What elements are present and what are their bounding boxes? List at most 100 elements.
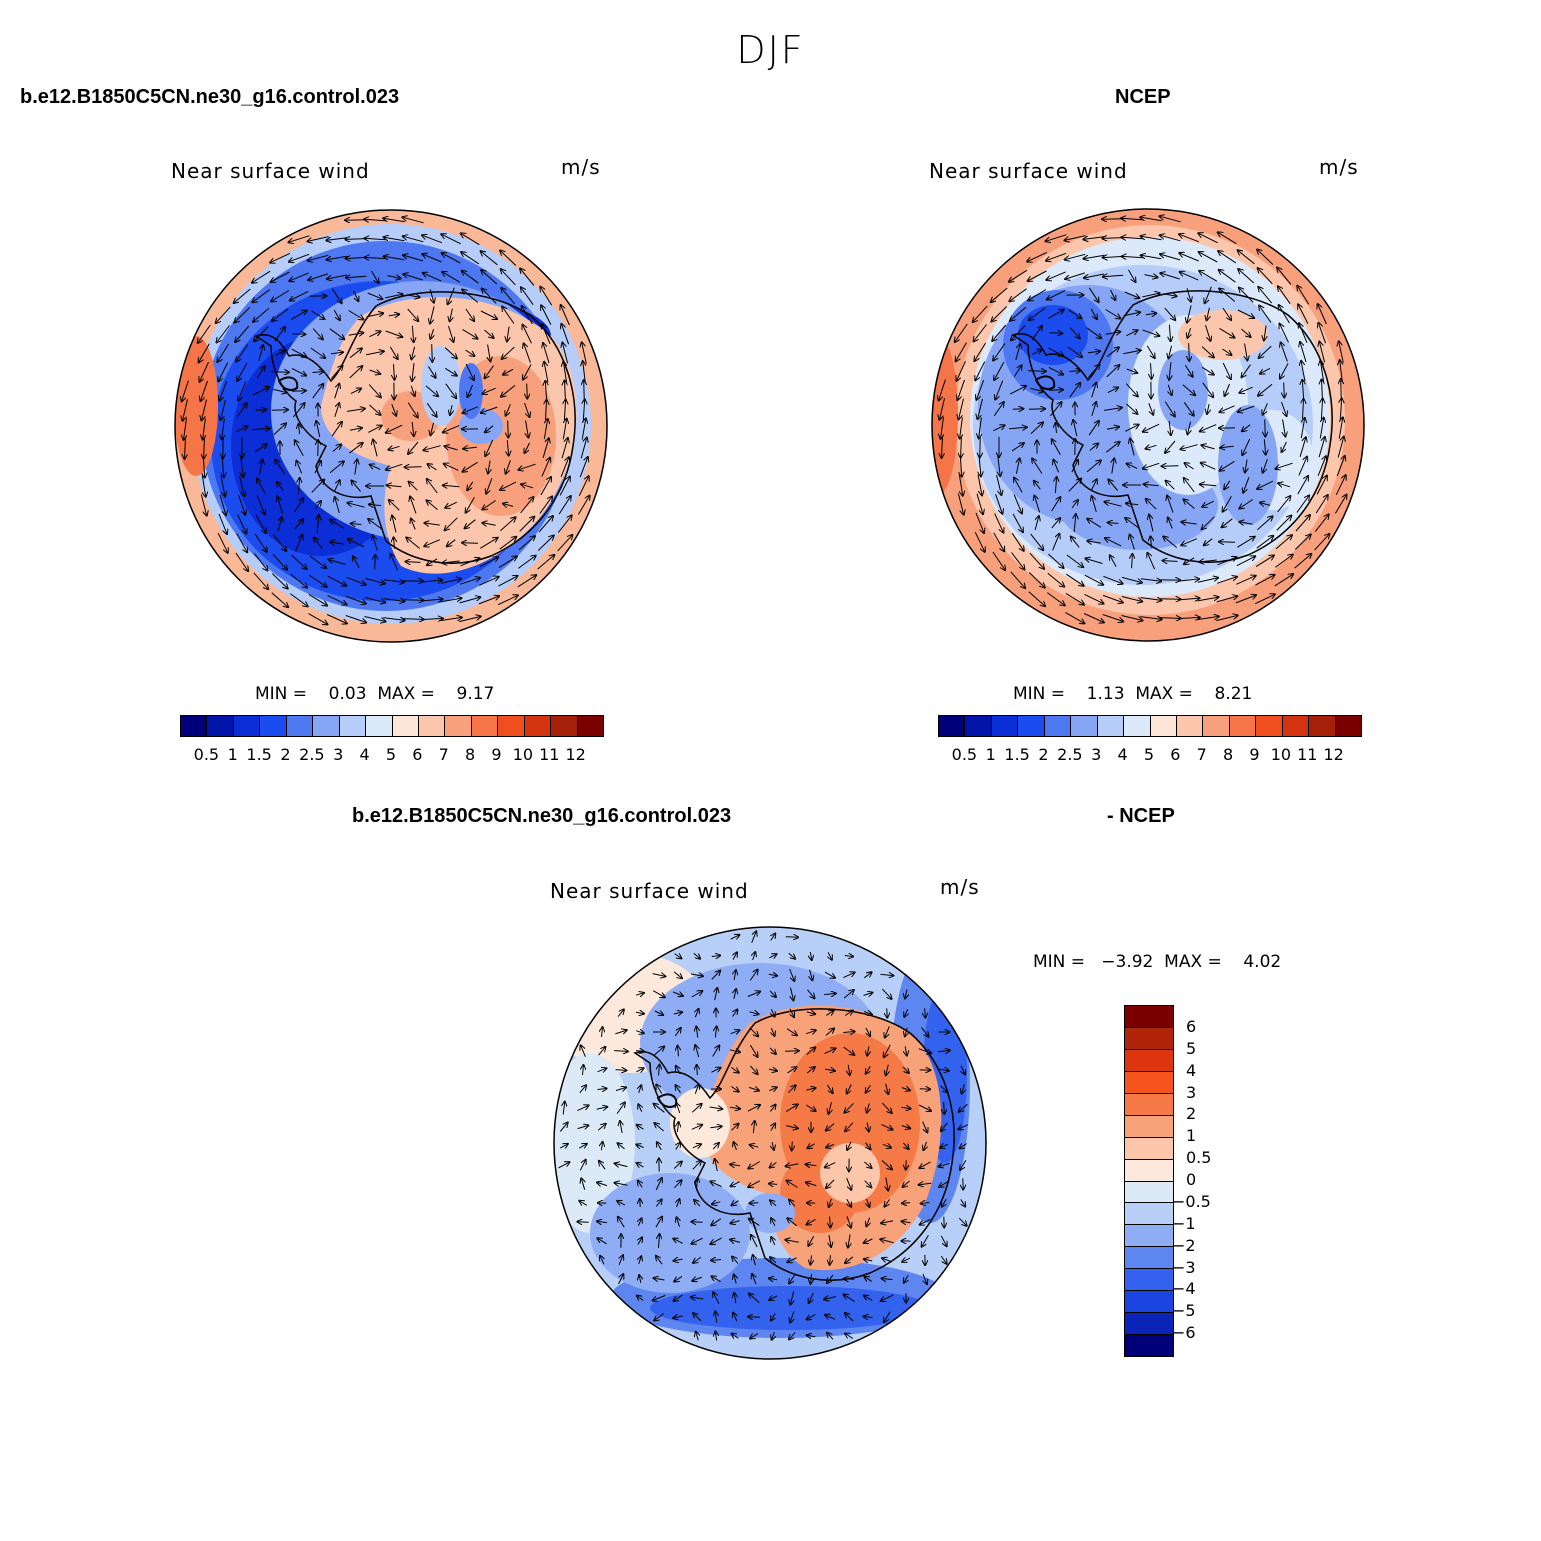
wind-vector [353,290,359,301]
colorbar-swatch [1203,716,1230,736]
wind-vector [203,418,206,439]
wind-vector [560,457,569,477]
wind-vector [1275,555,1292,568]
wind-vector [995,380,1004,400]
wind-vector [1202,500,1215,507]
wind-vector [524,402,530,417]
wind-vector [768,1069,777,1071]
wind-vector [1297,286,1310,305]
wind-vector [271,573,287,589]
wind-vector [769,990,776,997]
wind-vector [752,1274,756,1285]
wind-vector [1216,596,1238,603]
colorbar-swatch [1125,1027,1173,1050]
wind-vector [1034,516,1039,531]
wind-vector [1218,251,1237,264]
wind-vector [1220,460,1235,470]
colorbar-swatch [1125,1071,1173,1094]
wind-vector [905,1046,907,1055]
wind-vector [1125,425,1138,432]
wind-vector [659,1234,660,1248]
wind-vector [1130,535,1135,550]
wind-vector [1179,253,1199,262]
wind-vector [770,1200,777,1207]
wind-vector [733,1010,738,1017]
wind-vector [844,1011,853,1016]
wind-vector [1164,401,1175,417]
wind-vector [710,1237,722,1244]
wind-vector [1046,234,1067,242]
wind-vector [1163,561,1178,562]
wind-vector [749,1044,757,1057]
colorbar-tick-label: 6 [1186,1016,1197,1036]
wind-vector [789,1200,796,1207]
wind-vector [691,1125,702,1130]
wind-vector [1205,324,1211,341]
wind-vector [500,517,515,532]
wind-vector [597,1124,606,1131]
wind-vector [1315,495,1328,514]
wind-vector [1278,483,1291,487]
wind-vector [389,500,400,511]
wind-vector [441,234,461,245]
wind-vector [810,951,811,960]
wind-vector [902,1203,911,1204]
wind-vector [583,1065,584,1076]
wind-vector [1047,310,1064,319]
wind-vector [1187,305,1192,322]
wind-vector [709,1107,723,1109]
wind-vector [478,596,499,605]
wind-vector [465,519,476,529]
figure-title: DJF [736,28,805,72]
wind-vector [807,1313,816,1319]
wind-vector [1282,441,1287,452]
colorbar-swatch [1125,1269,1173,1292]
wind-vector [349,428,362,430]
wind-vector [991,306,1007,322]
wind-vector [1341,379,1342,401]
wind-vector [1280,363,1289,378]
wind-vector [1128,269,1136,282]
wind-vector [978,398,983,419]
wind-vector [749,1027,758,1037]
wind-vector [580,438,587,459]
wind-vector [734,989,736,1000]
wind-vector [563,362,566,383]
wind-vector [1069,383,1081,398]
wind-vector [789,1332,796,1340]
wind-vector [1013,365,1021,377]
wind-vector [1086,327,1102,339]
wind-vector [1280,324,1289,343]
colorbar-tick-label: 0 [1186,1170,1197,1189]
wind-vector [1185,463,1194,470]
wind-vector [959,1144,967,1149]
wind-vector [527,383,528,399]
wind-vector [442,272,461,283]
wind-vector [579,1160,585,1171]
wind-vector [1009,288,1027,302]
wind-vector [1275,535,1292,550]
wind-vector [1046,252,1067,260]
wind-vector [1071,460,1078,473]
colorbar-swatch [181,716,208,736]
wind-vector [273,534,287,551]
wind-vector [367,292,383,299]
wind-vector [581,1178,584,1190]
wind-vector [309,574,326,587]
wind-vector [275,351,285,356]
wind-vector [219,494,226,515]
colorbar-tick-label: 11 [539,745,560,764]
wind-vector [1219,327,1235,337]
wind-vector [960,417,963,438]
wind-vector [1189,343,1190,361]
wind-vector [600,1256,604,1265]
wind-vector [271,271,290,282]
wind-vector [772,1141,774,1150]
wind-vector [256,495,265,515]
wind-vector [442,561,460,563]
wind-vector [730,1221,740,1224]
wind-vector [258,345,263,362]
wind-vector [506,404,511,415]
wind-vector [426,403,436,416]
wind-vector [1167,496,1174,513]
